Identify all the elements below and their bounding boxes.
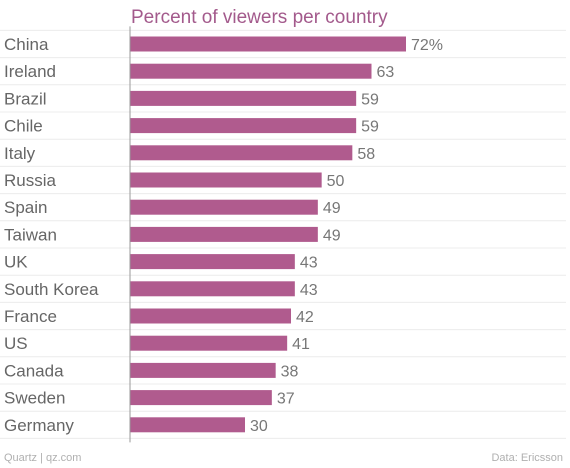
category-label: South Korea — [4, 280, 99, 299]
category-label: Taiwan — [4, 225, 57, 244]
chart-subtitle: Percent of viewers per country — [131, 7, 388, 28]
data-label: 30 — [250, 418, 268, 435]
data-label: 49 — [323, 200, 341, 217]
data-label: 43 — [300, 255, 318, 272]
bar — [130, 254, 295, 270]
data-label: 38 — [281, 363, 299, 380]
category-label: Ireland — [4, 62, 56, 81]
category-label: UK — [4, 253, 28, 272]
category-label: Sweden — [4, 389, 65, 408]
bar — [130, 226, 318, 242]
bar — [130, 335, 288, 351]
bar — [130, 390, 272, 406]
bar — [130, 362, 276, 378]
bar — [130, 172, 322, 188]
data-label: 59 — [361, 91, 379, 108]
bar — [130, 36, 406, 52]
category-label: Russia — [4, 171, 57, 190]
data-label: 42 — [296, 309, 314, 326]
data-label: 72% — [411, 37, 443, 54]
data-label: 37 — [277, 391, 295, 408]
data-label: 49 — [323, 227, 341, 244]
footer-credit: Quartz | qz.com — [4, 452, 82, 464]
category-label: Germany — [4, 416, 74, 435]
category-label: Brazil — [4, 89, 47, 108]
category-label: Canada — [4, 361, 64, 380]
footer-source: Data: Ericsson — [491, 452, 563, 464]
data-label: 58 — [357, 146, 375, 163]
bar — [130, 90, 357, 106]
bar — [130, 417, 245, 433]
bar — [130, 63, 372, 79]
data-label: 59 — [361, 119, 379, 136]
bar — [130, 281, 295, 297]
category-label: Chile — [4, 117, 43, 136]
data-label: 63 — [377, 64, 395, 81]
category-label: US — [4, 334, 28, 353]
bar — [130, 308, 291, 324]
data-label: 41 — [292, 336, 310, 353]
bar — [130, 118, 357, 134]
category-label: Spain — [4, 198, 47, 217]
bar — [130, 145, 353, 161]
category-label: China — [4, 35, 49, 54]
data-label: 50 — [327, 173, 345, 190]
bar — [130, 199, 318, 215]
data-label: 43 — [300, 282, 318, 299]
category-label: Italy — [4, 144, 36, 163]
category-label: France — [4, 307, 57, 326]
